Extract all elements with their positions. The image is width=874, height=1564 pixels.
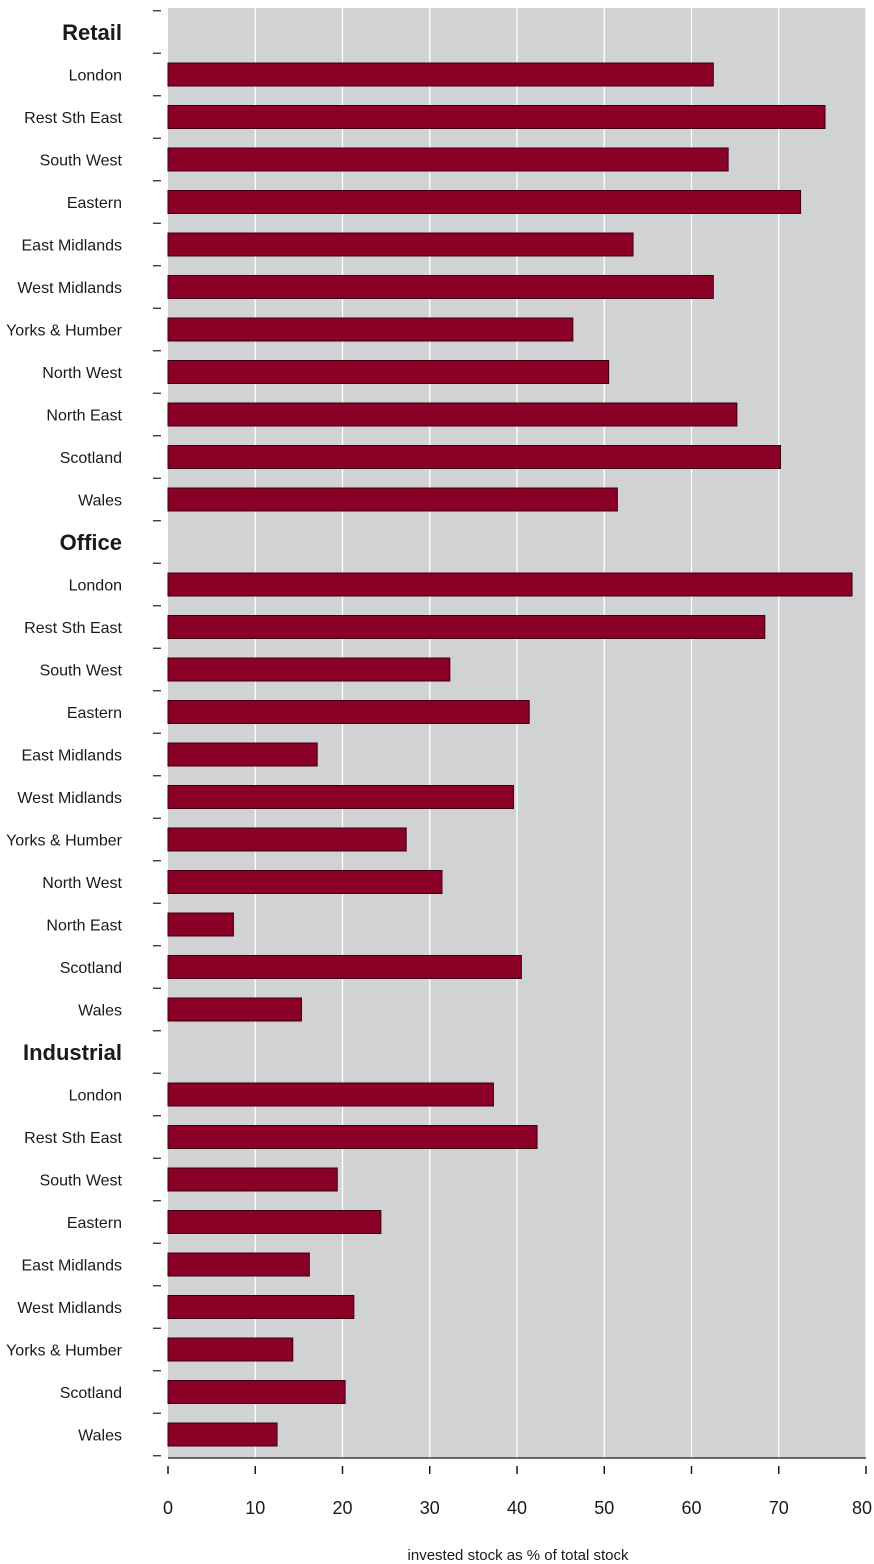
category-label: South West: [40, 153, 123, 170]
bar: [167, 445, 781, 469]
x-tick-label: 0: [163, 1498, 173, 1518]
category-label: East Midlands: [22, 1258, 123, 1275]
category-label: West Midlands: [17, 790, 122, 807]
bar: [167, 742, 318, 767]
bar: [167, 827, 407, 852]
x-tick-label: 60: [681, 1498, 701, 1518]
category-label: East Midlands: [22, 748, 123, 765]
category-label: Eastern: [67, 705, 122, 722]
bar: [167, 232, 634, 257]
row-ticks: [153, 10, 161, 1457]
category-label: Scotland: [60, 450, 122, 467]
category-label: Yorks & Humber: [6, 833, 123, 850]
bar: [167, 105, 826, 129]
category-label: Yorks & Humber: [6, 323, 123, 340]
category-label: Yorks & Humber: [6, 1343, 123, 1360]
category-label: South West: [40, 663, 123, 680]
bar: [167, 785, 515, 809]
category-label: Scotland: [60, 960, 122, 977]
bar: [167, 402, 738, 427]
bar: [167, 1380, 346, 1404]
category-label: North East: [46, 408, 122, 425]
category-label: Eastern: [67, 195, 122, 212]
group-label: Retail: [62, 20, 122, 45]
category-label: Wales: [78, 493, 122, 510]
x-tick-label: 40: [507, 1498, 527, 1518]
category-label: West Midlands: [17, 280, 122, 297]
x-tick-label: 10: [245, 1498, 265, 1518]
bar: [167, 360, 610, 384]
bar: [167, 615, 766, 639]
bar: [167, 870, 443, 894]
category-label: Wales: [78, 1003, 122, 1020]
category-label: South West: [40, 1173, 123, 1190]
category-label: West Midlands: [17, 1300, 122, 1317]
bar: [167, 1125, 538, 1149]
bar: [167, 1167, 338, 1192]
category-label: Rest Sth East: [24, 1130, 122, 1147]
bar: [167, 1422, 278, 1447]
category-label: North West: [42, 365, 122, 382]
bar: [167, 1252, 310, 1277]
category-label: London: [69, 68, 122, 85]
bar: [167, 997, 302, 1022]
group-label: Office: [60, 530, 122, 555]
x-tick-label: 50: [594, 1498, 614, 1518]
category-label: Wales: [78, 1428, 122, 1445]
bar: [167, 62, 714, 87]
category-label: Eastern: [67, 1215, 122, 1232]
x-axis: 0 10 20 30 40 50 60 70 80: [163, 1457, 872, 1518]
category-label: North East: [46, 918, 122, 935]
bar: [167, 657, 451, 682]
x-tick-label: 30: [420, 1498, 440, 1518]
category-label: London: [69, 578, 122, 595]
bar: [167, 700, 530, 724]
x-tick-label: 20: [332, 1498, 352, 1518]
category-label: Rest Sth East: [24, 110, 122, 127]
bars: [167, 62, 853, 1447]
bar: [167, 487, 618, 512]
bar: [167, 317, 574, 342]
bar: [167, 190, 802, 214]
category-label: North West: [42, 875, 122, 892]
x-axis-title: invested stock as % of total stock: [408, 1547, 629, 1564]
bar: [167, 1337, 294, 1362]
bar: [167, 1082, 494, 1107]
category-label: East Midlands: [22, 238, 123, 255]
bar: [167, 1295, 355, 1319]
bar: [167, 912, 234, 937]
category-label: Rest Sth East: [24, 620, 122, 637]
bar: [167, 1210, 382, 1234]
category-label: London: [69, 1088, 122, 1105]
bar: [167, 572, 853, 597]
bar: [167, 955, 522, 979]
bar: [167, 275, 714, 299]
category-label: Scotland: [60, 1385, 122, 1402]
x-tick-label: 80: [852, 1498, 872, 1518]
category-labels: Retail London Rest Sth East South West Easte…: [6, 20, 123, 1445]
x-tick-label: 70: [769, 1498, 789, 1518]
bar: [167, 147, 729, 172]
group-label: Industrial: [23, 1040, 122, 1065]
